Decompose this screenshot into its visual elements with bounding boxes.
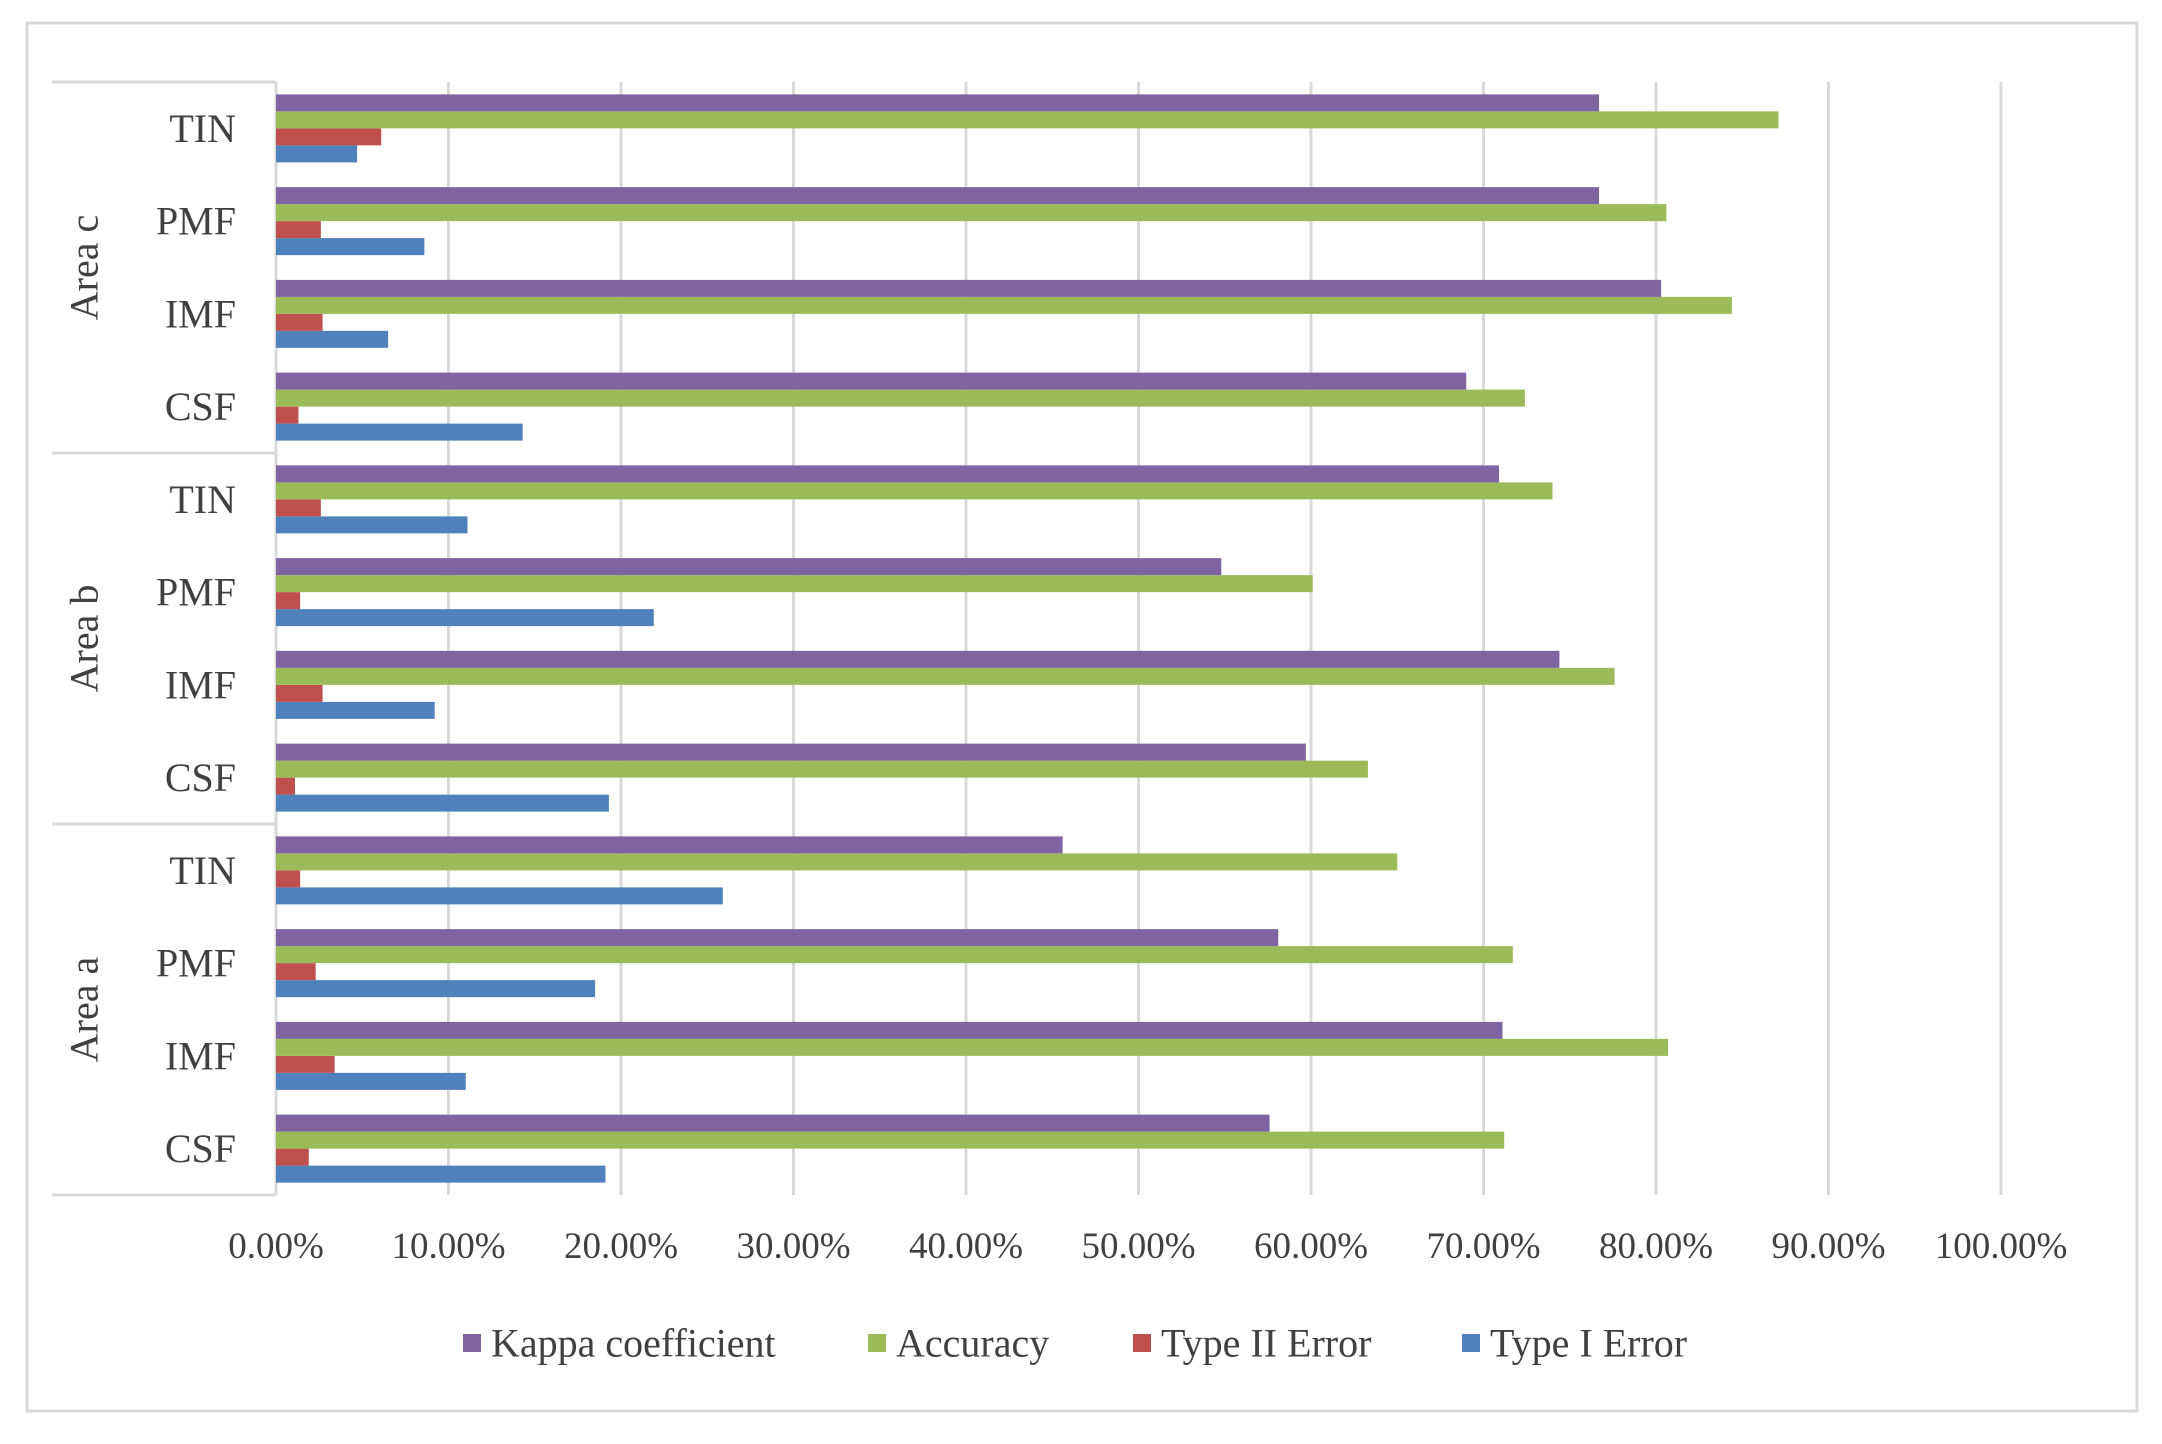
bar xyxy=(276,482,1553,500)
bar xyxy=(276,499,321,517)
legend-label: Type II Error xyxy=(1161,1321,1371,1366)
bar xyxy=(276,853,1398,871)
x-tick-label: 100.00% xyxy=(1935,1226,2068,1267)
x-tick-label: 60.00% xyxy=(1254,1226,1368,1267)
bar xyxy=(276,558,1222,576)
category-label: TIN xyxy=(169,848,236,893)
bar xyxy=(276,946,1513,964)
bar xyxy=(276,406,299,424)
bar xyxy=(276,592,301,610)
legend-label: Kappa coefficient xyxy=(491,1321,776,1366)
x-tick-label: 50.00% xyxy=(1081,1226,1195,1267)
legend-label: Accuracy xyxy=(896,1321,1049,1366)
category-label: CSF xyxy=(165,384,236,429)
bar xyxy=(276,701,435,719)
x-tick-label: 70.00% xyxy=(1426,1226,1540,1267)
legend: Kappa coefficient Accuracy Type II Error Ty… xyxy=(463,1321,1687,1366)
bar xyxy=(276,1148,309,1166)
x-tick-label: 0.00% xyxy=(228,1226,324,1267)
legend-swatch xyxy=(1462,1334,1480,1352)
category-axis: Area a Area b Area c CSF IMF PMF TIN CSF IMF PMF T… xyxy=(52,80,278,1197)
bar xyxy=(276,1165,606,1183)
x-tick-label: 80.00% xyxy=(1599,1226,1713,1267)
group-label: Area b xyxy=(62,585,107,693)
bar xyxy=(276,313,323,331)
legend-swatch xyxy=(463,1334,481,1352)
bar xyxy=(276,870,301,888)
bar xyxy=(276,1072,466,1090)
bar xyxy=(276,743,1306,761)
bar xyxy=(276,963,316,981)
bar xyxy=(276,980,596,998)
bars xyxy=(276,94,1779,1183)
bar xyxy=(276,187,1600,205)
category-label: IMF xyxy=(165,291,236,336)
legend-label: Type I Error xyxy=(1490,1321,1687,1366)
category-label: TIN xyxy=(169,477,236,522)
category-label: CSF xyxy=(165,755,236,800)
legend-swatch xyxy=(868,1334,886,1352)
category-label: TIN xyxy=(169,106,236,151)
category-label: CSF xyxy=(165,1126,236,1171)
x-axis-tick-labels: 0.00% 10.00% 20.00% 30.00% 40.00% 50.00% 60.00… xyxy=(228,1226,2067,1267)
x-tick-label: 40.00% xyxy=(909,1226,1023,1267)
bar xyxy=(276,389,1525,407)
category-label: IMF xyxy=(165,1033,236,1078)
group-label: Area a xyxy=(62,957,107,1063)
bar xyxy=(276,145,358,163)
bar xyxy=(276,423,523,441)
bar xyxy=(276,465,1500,483)
bar xyxy=(276,650,1560,668)
legend-swatch xyxy=(1133,1334,1151,1352)
bar xyxy=(276,684,323,702)
x-tick-label: 20.00% xyxy=(564,1226,678,1267)
bar xyxy=(276,667,1615,685)
bar xyxy=(276,516,468,534)
bar xyxy=(276,296,1732,314)
bar xyxy=(276,94,1600,112)
bar xyxy=(276,128,382,146)
bar xyxy=(276,330,389,348)
group-label: Area c xyxy=(62,215,107,320)
bar xyxy=(276,760,1368,778)
bar xyxy=(276,1055,335,1073)
category-label: PMF xyxy=(156,941,236,986)
x-tick-label: 10.00% xyxy=(391,1226,505,1267)
bar xyxy=(276,929,1279,947)
bar xyxy=(276,111,1779,129)
bar xyxy=(276,777,295,795)
bar xyxy=(276,1131,1505,1149)
bar xyxy=(276,609,654,627)
bar xyxy=(276,887,723,905)
bar xyxy=(276,575,1313,593)
bar xyxy=(276,238,425,256)
bar xyxy=(276,204,1667,222)
category-label: IMF xyxy=(165,662,236,707)
category-label: PMF xyxy=(156,199,236,244)
bar xyxy=(276,794,609,812)
bar xyxy=(276,372,1467,390)
bar xyxy=(276,1038,1669,1056)
bar xyxy=(276,836,1063,854)
bar xyxy=(276,1021,1503,1039)
bar xyxy=(276,1114,1270,1132)
category-label: PMF xyxy=(156,570,236,615)
x-tick-label: 30.00% xyxy=(736,1226,850,1267)
bar xyxy=(276,279,1662,297)
gridlines xyxy=(447,82,2003,1195)
bar xyxy=(276,221,321,239)
x-tick-label: 90.00% xyxy=(1771,1226,1885,1267)
